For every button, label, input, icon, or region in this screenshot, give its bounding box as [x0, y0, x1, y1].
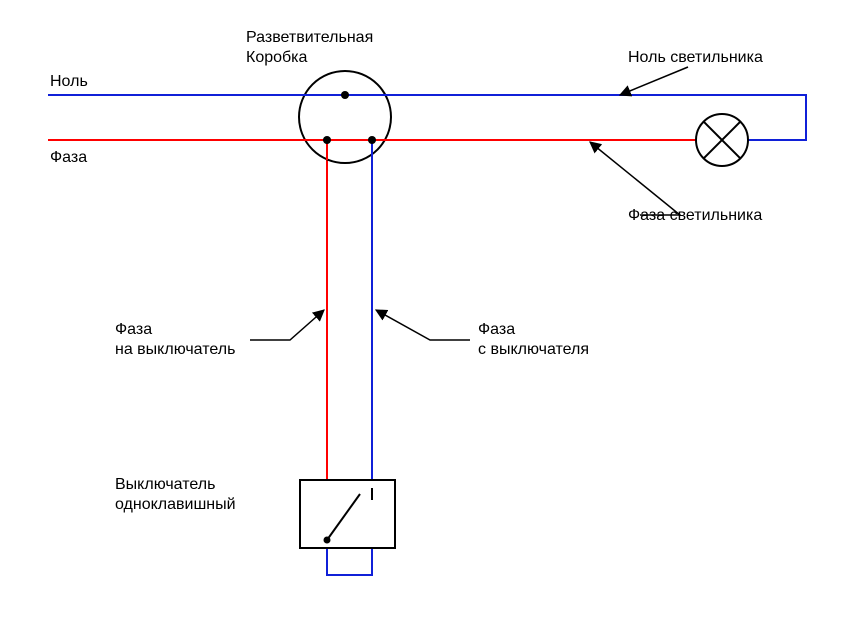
arrow-lamp-neutral	[620, 67, 688, 95]
label-neutral: Ноль	[50, 72, 88, 92]
node-neutral	[341, 91, 349, 99]
node-phase-left	[323, 136, 331, 144]
arrow-lamp-phase	[590, 142, 680, 215]
junction-box	[299, 71, 391, 163]
label-switch: Выключатель одноклавишный	[115, 475, 236, 515]
lamp-icon	[696, 114, 748, 166]
wire-switch-bottom	[327, 548, 372, 575]
wire-neutral	[48, 95, 806, 140]
label-phase: Фаза	[50, 148, 87, 168]
arrow-phase-from-switch	[376, 310, 470, 340]
label-lamp-neutral: Ноль светильника	[628, 48, 763, 68]
diagram-canvas: Разветвительная Коробка Ноль Фаза Ноль с…	[0, 0, 856, 642]
arrow-phase-to-switch	[250, 310, 324, 340]
switch-icon	[300, 480, 395, 548]
label-phase-from-switch: Фаза с выключателя	[478, 320, 589, 360]
node-phase-right	[368, 136, 376, 144]
label-phase-to-switch: Фаза на выключатель	[115, 320, 235, 360]
label-lamp-phase: Фаза светильника	[628, 206, 762, 226]
label-junction-box: Разветвительная Коробка	[246, 28, 373, 68]
